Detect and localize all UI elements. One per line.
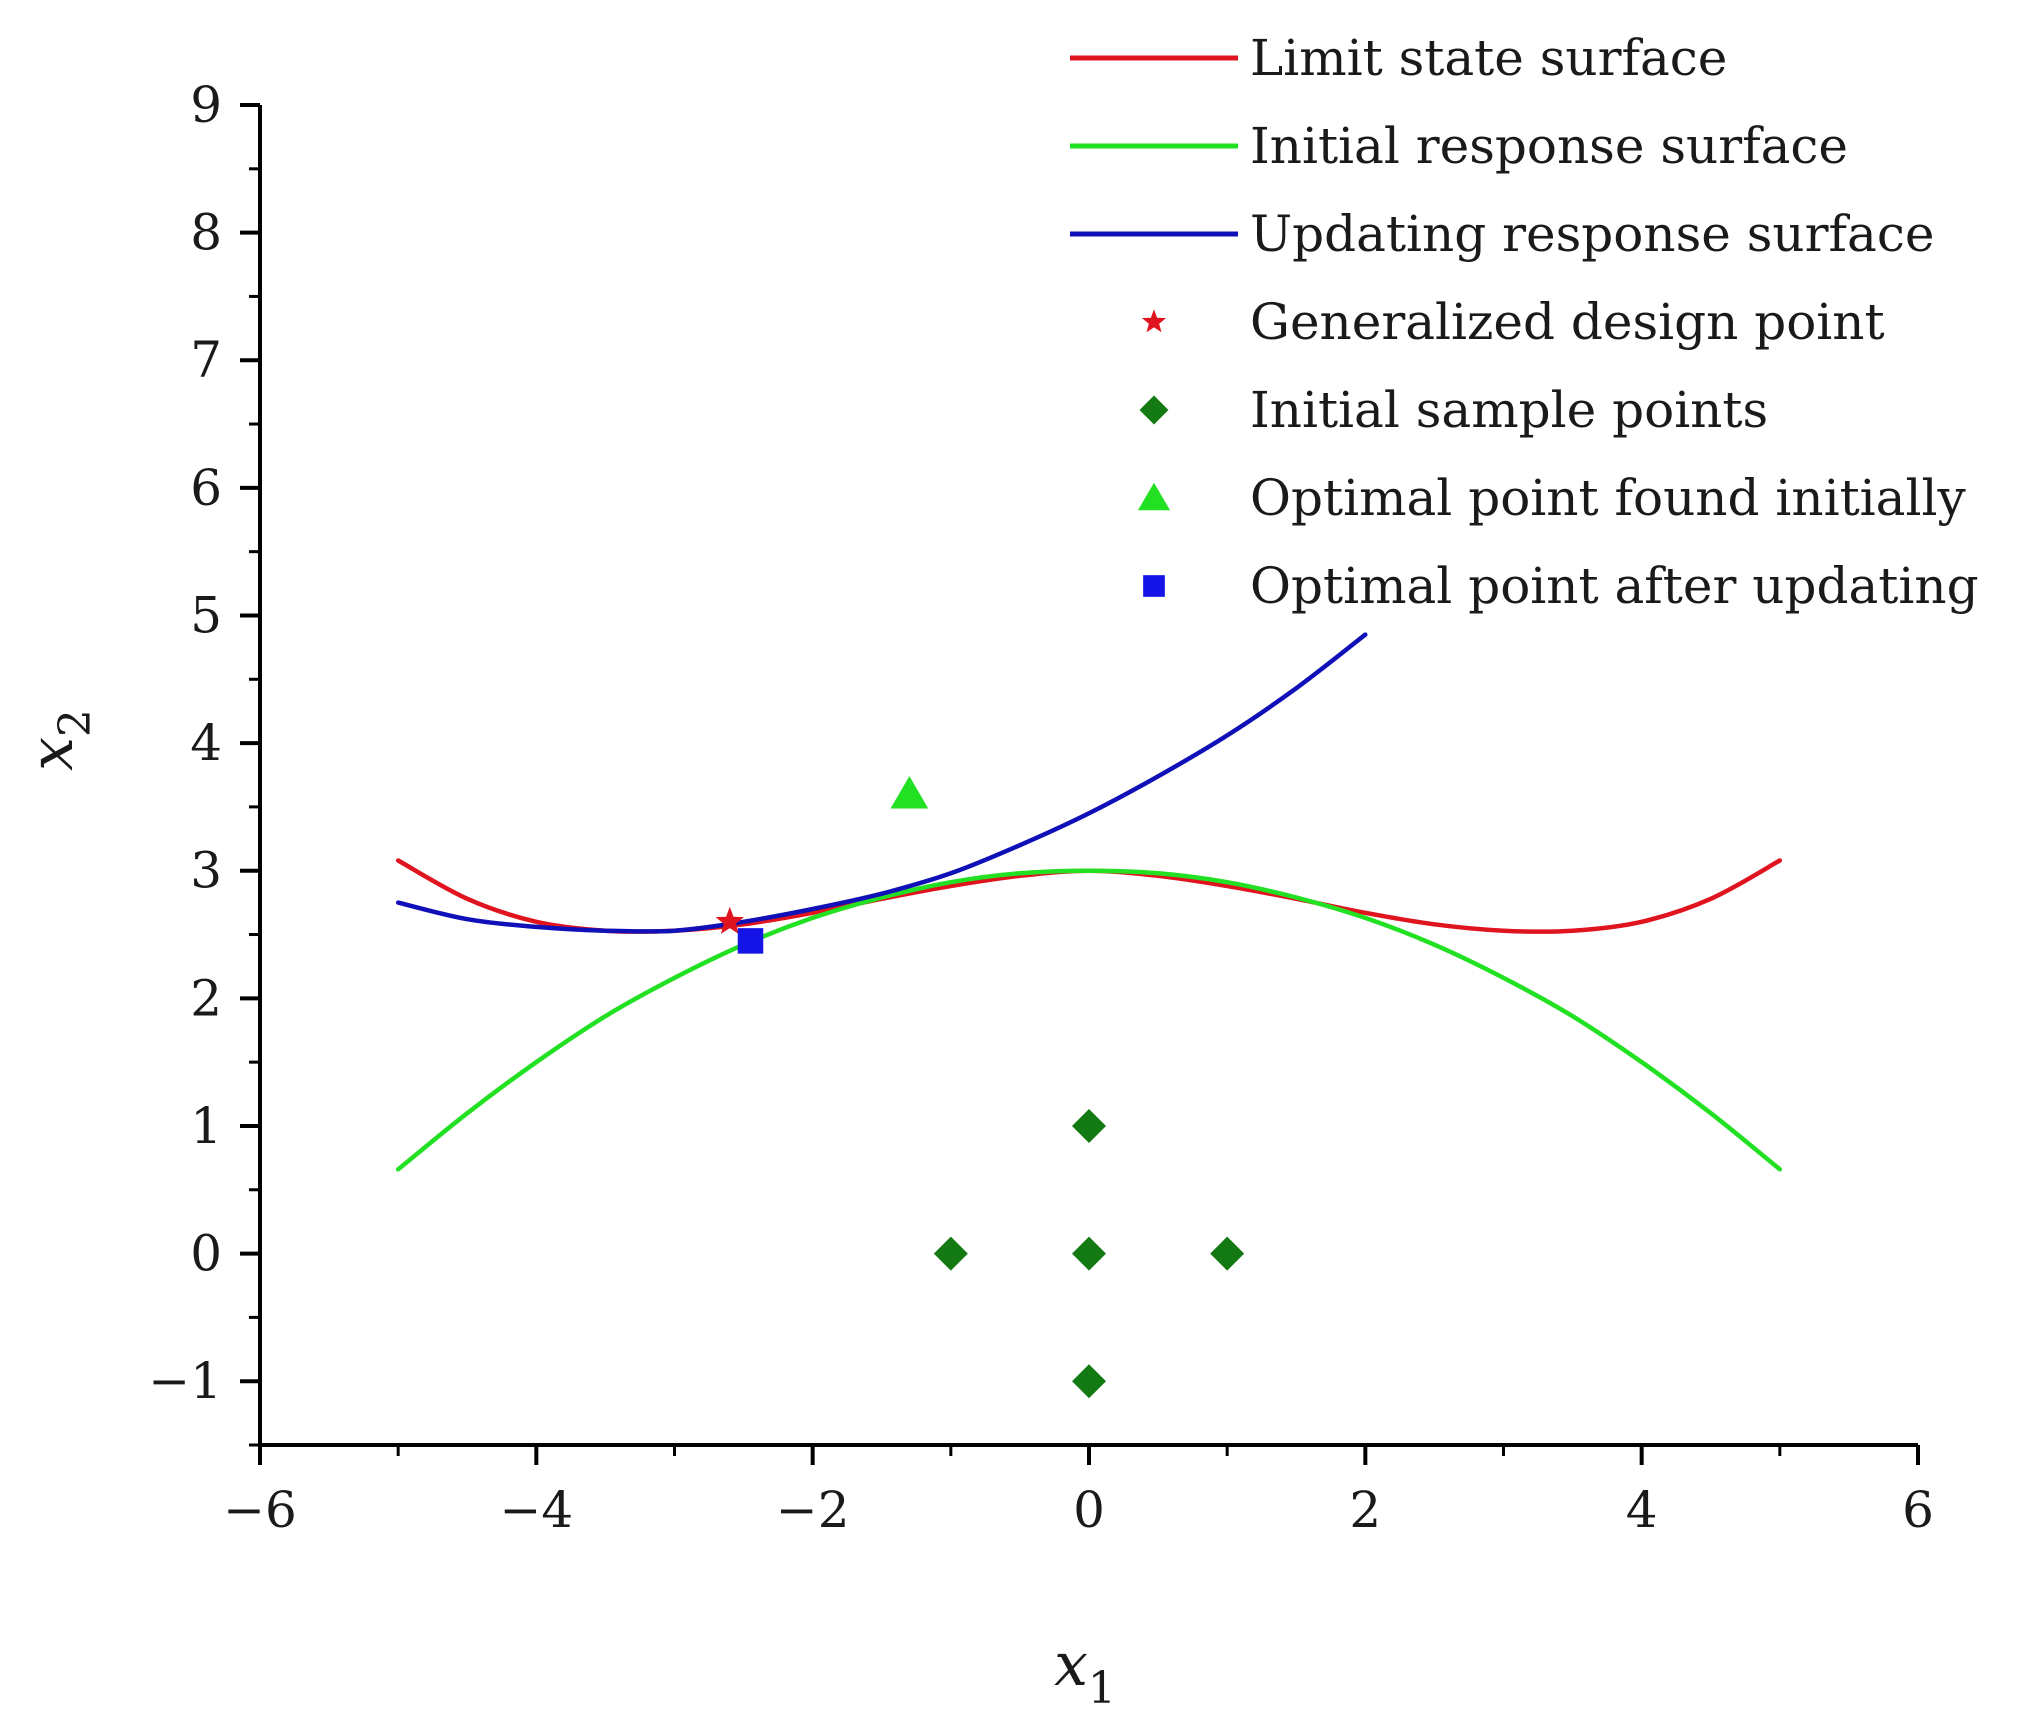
data-point-generalized-design-point [715, 906, 744, 934]
legend-item-generalized-design-point: Generalized design point [1141, 293, 1885, 351]
y-tick-label: 2 [190, 969, 222, 1027]
legend-item-optimal-point-found-initially: Optimal point found initially [1137, 469, 1966, 527]
y-tick-label: 1 [190, 1097, 222, 1155]
legend-label: Optimal point after updating [1250, 557, 1979, 615]
data-point-initial-sample-points [933, 1236, 968, 1271]
y-axis-title-subscript: 2 [50, 709, 101, 737]
y-axis-title-main: x [17, 737, 87, 771]
series-line-initial-response-surface [395, 868, 1783, 1172]
data-point-initial-sample-points [1210, 1236, 1245, 1271]
y-tick-label: 8 [190, 204, 222, 262]
y-tick-label: 4 [190, 714, 222, 772]
legend-item-updating-response-surface: Updating response surface [1070, 205, 1934, 263]
x-tick-label: 4 [1626, 1481, 1658, 1539]
y-tick-label: 6 [190, 459, 222, 517]
x-tick-label: −2 [776, 1481, 850, 1539]
legend-label: Limit state surface [1250, 29, 1727, 87]
legend-swatch-square [1143, 575, 1165, 597]
plot-area [395, 632, 1783, 1399]
x-tick-label: −6 [223, 1481, 297, 1539]
legend-swatch-triangle [1137, 482, 1171, 511]
legend-item-limit-state-surface: Limit state surface [1070, 29, 1727, 87]
data-point-initial-sample-points [1072, 1364, 1106, 1399]
x-axis-title: x1 [1054, 1630, 1116, 1707]
data-point-optimal-point-after-updating [737, 928, 764, 954]
legend-item-initial-response-surface: Initial response surface [1070, 117, 1848, 175]
x-tick-label: −4 [499, 1481, 573, 1539]
legend-item-initial-sample-points: Initial sample points [1139, 381, 1768, 439]
y-tick-label: 7 [190, 331, 222, 389]
y-tick-label: 9 [190, 76, 222, 134]
legend-label: Generalized design point [1250, 293, 1885, 351]
y-tick-label: 5 [190, 586, 222, 644]
x-tick-label: 2 [1349, 1481, 1381, 1539]
legend-swatch-diamond [1139, 395, 1169, 425]
legend-label: Initial response surface [1250, 117, 1848, 175]
data-point-optimal-point-found-initially [890, 776, 929, 809]
y-tick-label: −1 [148, 1352, 222, 1410]
y-axis-title: x2 [17, 709, 101, 771]
legend: Limit state surface Initial response surf… [1070, 29, 1979, 615]
legend-label: Optimal point found initially [1250, 469, 1966, 527]
data-point-initial-sample-points [1072, 1108, 1106, 1143]
axes: −6 −4 −2 0 2 4 6 −1 0 1 2 3 4 5 6 7 8 9 [148, 76, 1934, 1539]
x-tick-label: 0 [1073, 1481, 1105, 1539]
x-axis-title-main: x [1054, 1630, 1088, 1700]
data-point-initial-sample-points [1072, 1236, 1106, 1271]
x-axis-title-subscript: 1 [1088, 1663, 1116, 1707]
legend-item-optimal-point-after-updating: Optimal point after updating [1143, 557, 1979, 615]
y-tick-label: 3 [190, 842, 222, 900]
y-tick-label: 0 [190, 1225, 222, 1283]
legend-label: Updating response surface [1250, 205, 1934, 263]
legend-label: Initial sample points [1250, 381, 1768, 439]
legend-swatch-star [1141, 309, 1167, 333]
x-tick-label: 6 [1902, 1481, 1934, 1539]
series-line-updating-response-surface [395, 632, 1368, 934]
